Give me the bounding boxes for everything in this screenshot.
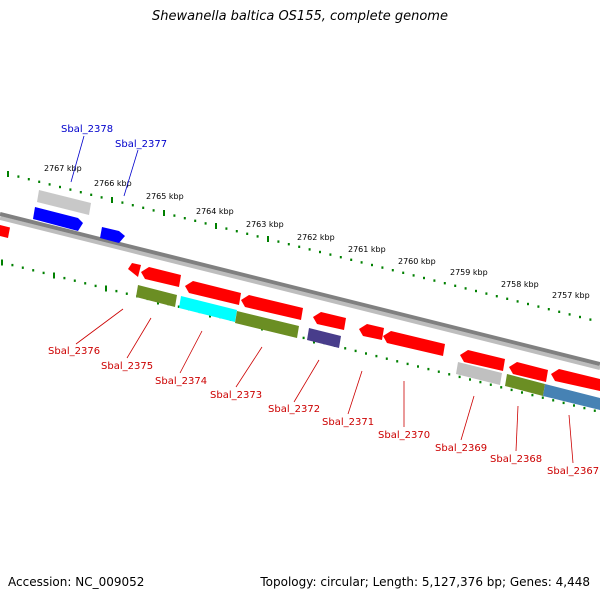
gene-olive-2[interactable] [235,311,299,338]
label-leader-line [460,395,475,441]
scale-label: 2760 kbp [398,257,436,266]
gene-label-sbal-2377[interactable]: Sbal_2377 [115,139,167,150]
label-leader-line [75,308,124,345]
gene-sbal-2378[interactable] [33,207,83,231]
gene-red-8[interactable] [460,350,505,371]
gene-red-10[interactable] [551,369,600,391]
gene-label-sbal-2371[interactable]: Sbal_2371 [322,417,374,428]
gene-olive-3[interactable] [505,374,545,396]
gene-label-sbal-2374[interactable]: Sbal_2374 [155,376,207,387]
gene-label-sbal-2373[interactable]: Sbal_2373 [210,390,262,401]
gene-slate[interactable] [307,328,341,348]
scale-label: 2758 kbp [501,280,539,289]
label-leader-line [126,317,152,359]
gene-red-9[interactable] [509,362,548,382]
label-leader-line [347,370,363,415]
gene-label-sbal-2378[interactable]: Sbal_2378 [61,124,113,135]
gene-forward-partial[interactable] [0,225,10,238]
genome-stats-text: Topology: circular; Length: 5,127,376 bp… [260,575,590,589]
scale-label: 2762 kbp [297,233,335,242]
gene-label-sbal-2376[interactable]: Sbal_2376 [48,346,100,357]
scale-label: 2767 kbp [44,164,82,173]
gene-label-sbal-2375[interactable]: Sbal_2375 [101,361,153,372]
gene-steel[interactable] [543,384,600,410]
scale-label: 2764 kbp [196,207,234,216]
gene-label-sbal-2372[interactable]: Sbal_2372 [268,404,320,415]
map-title: Shewanella baltica OS155, complete genom… [152,9,448,24]
gene-red-6[interactable] [359,324,384,340]
accession-text: Accession: NC_009052 [8,575,145,589]
gene-red-3[interactable] [185,281,241,305]
backbone-shadow [0,216,600,370]
label-leader-line [568,414,574,464]
gene-label-sbal-2369[interactable]: Sbal_2369 [435,443,487,454]
gene-olive-1[interactable] [136,285,177,307]
gene-label-sbal-2368[interactable]: Sbal_2368 [490,454,542,465]
gene-red-4[interactable] [241,295,303,320]
gene-red-7[interactable] [383,331,445,356]
gene-red-5[interactable] [313,312,346,330]
scale-label: 2757 kbp [552,291,590,300]
label-line-sbal-2378 [70,135,85,183]
scale-label: 2765 kbp [146,192,184,201]
scale-label: 2763 kbp [246,220,284,229]
upper-tick-row [7,171,592,321]
scale-labels: 2767 kbp 2766 kbp 2765 kbp 2764 kbp 2763 kbp… [44,164,590,300]
gene-label-sbal-2370[interactable]: Sbal_2370 [378,430,430,441]
label-line-sbal-2377 [123,149,139,197]
gene-red-1[interactable] [128,263,141,277]
scale-label: 2766 kbp [94,179,132,188]
gene-sbal-2377[interactable] [100,227,125,243]
label-leader-line [293,359,320,403]
gene-gray[interactable] [456,362,502,385]
gene-sbal-2378-gray [37,190,91,215]
scale-label: 2761 kbp [348,245,386,254]
label-leader-line [179,330,203,374]
scale-label: 2759 kbp [450,268,488,277]
gene-label-sbal-2367[interactable]: Sbal_2367 [547,466,599,477]
gene-cyan[interactable] [179,296,237,322]
label-leader-line [515,405,519,452]
label-leader-line [235,346,263,388]
genome-backbone [0,212,600,366]
gene-red-2[interactable] [141,267,181,287]
